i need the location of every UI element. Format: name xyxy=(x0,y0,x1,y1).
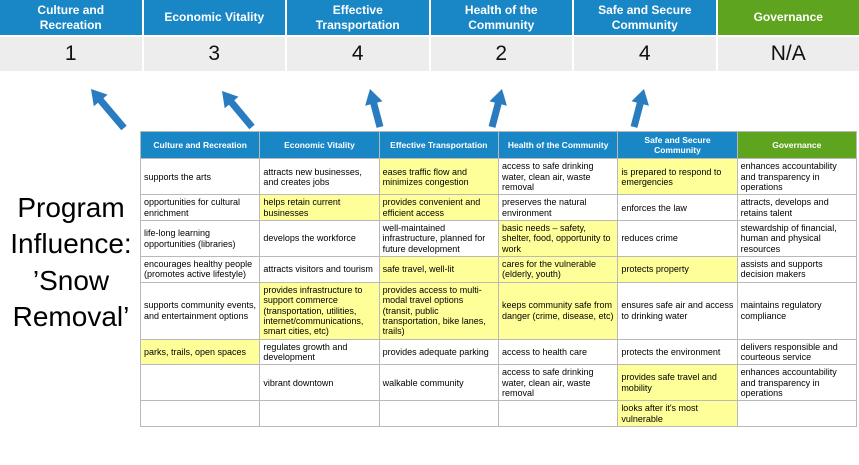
matrix-cell: regulates growth and development xyxy=(259,338,380,366)
score-arrows xyxy=(91,89,649,131)
up-arrow-icon xyxy=(365,89,384,128)
matrix-cell: cares for the vulnerable (elderly, youth… xyxy=(497,256,619,283)
matrix-cell: basic needs – safety, shelter, food, opp… xyxy=(497,220,619,258)
matrix-row: life-long learning opportunities (librar… xyxy=(139,220,858,258)
matrix-cell: provides adequate parking xyxy=(378,338,499,366)
matrix-cell: looks after it's most vulnerable xyxy=(617,400,738,427)
matrix-cell: provides convenient and efficient access xyxy=(378,194,499,222)
matrix-cell: safe travel, well-lit xyxy=(378,256,499,283)
matrix-cell xyxy=(736,400,858,427)
matrix-header-row: Culture and Recreation Economic Vitality E… xyxy=(139,130,858,160)
matrix-cell: is prepared to respond to emergencies xyxy=(617,158,738,196)
pillar-header-row: Culture and Recreation Economic Vitality E… xyxy=(0,0,859,35)
matrix-cell: attracts new businesses, and creates job… xyxy=(259,158,380,196)
matrix-cell: opportunities for cultural enrichment xyxy=(139,194,261,222)
matrix-cell: develops the workforce xyxy=(259,220,380,258)
matrix-row: supports community events, and entertain… xyxy=(139,281,858,340)
matrix-cell: supports the arts xyxy=(139,158,261,196)
matrix-cell: life-long learning opportunities (librar… xyxy=(139,220,261,258)
matrix-cell: delivers responsible and courteous servi… xyxy=(736,338,858,366)
influence-matrix: Culture and Recreation Economic Vitality E… xyxy=(139,130,858,427)
matrix-column-header: Governance xyxy=(736,130,858,160)
up-arrow-icon xyxy=(91,89,127,131)
matrix-cell: well-maintained infrastructure, planned … xyxy=(378,220,499,258)
matrix-column-header: Safe and Secure Community xyxy=(617,130,738,160)
matrix-cell: provides safe travel and mobility xyxy=(617,364,738,402)
matrix-body: supports the arts attracts new businesses… xyxy=(139,158,858,427)
pillar-score: 1 xyxy=(0,37,142,71)
pillar-score: 4 xyxy=(287,37,429,71)
matrix-cell: vibrant downtown xyxy=(259,364,380,402)
pillar-score: 4 xyxy=(574,37,716,71)
pillar-header: Effective Transportation xyxy=(287,0,429,35)
matrix-cell: access to safe drinking water, clean air… xyxy=(497,364,619,402)
matrix-cell: keeps community safe from danger (crime,… xyxy=(497,281,619,340)
pillar-score: 2 xyxy=(430,37,572,71)
matrix-cell xyxy=(139,364,261,402)
matrix-cell: maintains regulatory compliance xyxy=(736,281,858,340)
influence-matrix-table: Culture and Recreation Economic Vitality E… xyxy=(139,130,858,427)
matrix-column-header: Effective Transportation xyxy=(378,130,499,160)
pillar-score: N/A xyxy=(717,37,859,71)
matrix-row: parks, trails, open spaces regulates grow… xyxy=(139,338,858,366)
matrix-cell xyxy=(139,400,261,427)
matrix-cell: ensures safe air and access to drinking … xyxy=(617,281,738,340)
matrix-cell: access to health care xyxy=(497,338,619,366)
matrix-cell: eases traffic flow and minimizes congest… xyxy=(378,158,499,196)
matrix-cell xyxy=(497,400,619,427)
up-arrow-icon xyxy=(488,89,507,128)
pillar-header: Economic Vitality xyxy=(143,0,285,35)
matrix-cell xyxy=(259,400,380,427)
matrix-column-header: Health of the Community xyxy=(497,130,619,160)
matrix-cell: provides access to multi-modal travel op… xyxy=(378,281,499,340)
matrix-cell: enhances accountability and transparency… xyxy=(736,364,858,402)
matrix-row: vibrant downtown walkable community access… xyxy=(139,364,858,402)
matrix-column-header: Culture and Recreation xyxy=(139,130,261,160)
matrix-cell: reduces crime xyxy=(617,220,738,258)
up-arrow-icon xyxy=(222,91,255,130)
matrix-row: looks after it's most vulnerable xyxy=(139,400,858,427)
matrix-cell: attracts, develops and retains talent xyxy=(736,194,858,222)
matrix-cell: access to safe drinking water, clean air… xyxy=(497,158,619,196)
matrix-cell: supports community events, and entertain… xyxy=(139,281,261,340)
matrix-cell: assists and supports decision makers xyxy=(736,256,858,283)
matrix-column-header: Economic Vitality xyxy=(259,130,380,160)
up-arrow-icon xyxy=(630,89,649,128)
matrix-row: encourages healthy people (promotes acti… xyxy=(139,256,858,283)
matrix-cell: enhances accountability and transparency… xyxy=(736,158,858,196)
matrix-cell: preserves the natural environment xyxy=(497,194,619,222)
matrix-cell: provides infrastructure to support comme… xyxy=(259,281,380,340)
matrix-row: opportunities for cultural enrichment hel… xyxy=(139,194,858,222)
pillar-header: Culture and Recreation xyxy=(0,0,142,35)
pillar-score: 3 xyxy=(143,37,285,71)
matrix-cell: enforces the law xyxy=(617,194,738,222)
matrix-cell: helps retain current businesses xyxy=(259,194,380,222)
matrix-cell: protects property xyxy=(617,256,738,283)
program-title: Program Influence: ’Snow Removal’ xyxy=(10,192,132,333)
matrix-cell: walkable community xyxy=(378,364,499,402)
matrix-cell: stewardship of financial, human and phys… xyxy=(736,220,858,258)
matrix-row: supports the arts attracts new businesses… xyxy=(139,158,858,196)
matrix-cell: attracts visitors and tourism xyxy=(259,256,380,283)
matrix-cell: protects the environment xyxy=(617,338,738,366)
pillar-header: Health of the Community xyxy=(430,0,572,35)
matrix-cell: encourages healthy people (promotes acti… xyxy=(139,256,261,283)
pillar-header: Governance xyxy=(717,0,859,35)
matrix-cell xyxy=(378,400,499,427)
pillar-score-row: 1 3 4 2 4 N/A xyxy=(0,37,859,71)
matrix-cell: parks, trails, open spaces xyxy=(139,338,261,366)
pillar-header: Safe and Secure Community xyxy=(574,0,716,35)
